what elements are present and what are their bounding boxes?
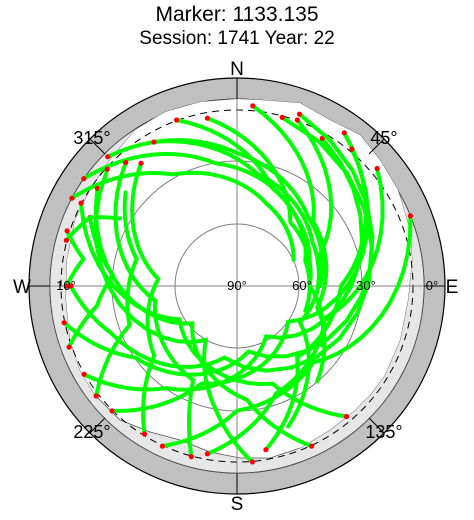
low-elevation-point-17-1 [249,459,255,465]
low-elevation-point-19-0 [138,160,144,166]
satellite-track-23 [64,215,122,243]
low-elevation-point-21-1 [66,344,72,350]
low-elevation-point-23-1 [63,237,69,243]
low-elevation-point-10-1 [159,443,165,449]
low-elevation-point-1-0 [81,176,87,182]
low-elevation-point-3-0 [151,139,157,145]
low-elevation-point-10-0 [407,213,413,219]
low-elevation-point-0-0 [69,195,75,201]
low-elevation-point-18-1 [188,454,194,460]
low-elevation-point-22-1 [64,283,70,289]
low-elevation-point-20-1 [93,393,99,399]
low-elevation-point-8-0 [341,130,347,136]
azimuth-label-45: 45° [370,128,397,148]
elevation-label-10: 10° [56,278,76,293]
low-elevation-point-8-1 [263,447,269,453]
satellite-tracks [61,103,413,465]
satellite-track-1 [81,151,312,276]
low-elevation-point-16-1 [309,443,315,449]
low-elevation-point-4-0 [174,117,180,123]
low-elevation-point-19-1 [141,431,148,437]
tick-225 [89,417,106,434]
low-elevation-point-6-0 [250,103,256,109]
elevation-label-60: 60° [292,278,312,293]
satellite-track-13 [62,112,375,377]
label-south: S [231,494,244,515]
tick-45 [368,138,385,155]
low-elevation-point-16-0 [94,185,100,191]
low-elevation-point-12-1 [81,371,87,377]
satellite-track-17 [93,167,255,464]
elevation-label-90: 90° [227,278,247,293]
azimuth-ticks [29,78,445,494]
low-elevation-point-17-0 [104,166,110,172]
azimuth-label-135: 135° [365,422,402,442]
azimuth-label-225: 225° [73,422,110,442]
label-east: E [446,277,459,298]
low-elevation-point-11-1 [109,408,115,414]
low-elevation-point-22-0 [64,228,70,234]
label-west: W [13,277,31,298]
low-elevation-point-18-0 [123,159,129,166]
satellite-track-22 [64,228,86,288]
azimuth-label-315: 315° [73,128,110,148]
chart-subtitle: Session: 1741 Year: 22 [139,28,335,49]
tick-135 [368,417,385,434]
low-elevation-point-2-0 [105,154,111,160]
label-north: N [230,59,244,80]
satellite-track-19 [130,161,161,436]
elevation-label-0: 0° [426,278,438,293]
low-elevation-point-5-0 [204,115,210,121]
tick-315 [89,138,106,155]
satellite-track-21 [67,215,116,350]
elevation-label-30: 30° [356,278,376,293]
low-elevation-point-15-1 [343,413,350,420]
satellite-track-15 [79,201,349,419]
low-elevation-point-13-0 [296,111,303,117]
low-elevation-point-15-0 [78,200,84,206]
chart-title: Marker: 1133.135 [155,3,319,26]
low-elevation-point-11-0 [349,146,355,152]
low-elevation-point-13-1 [61,320,67,326]
satellite-track-18 [113,160,196,459]
low-elevation-point-9-1 [204,451,210,457]
satellite-track-20 [94,190,139,398]
low-elevation-point-7-0 [294,117,300,123]
satellite-track-0 [69,170,296,262]
low-elevation-point-14-0 [279,114,285,120]
low-elevation-point-9-0 [374,165,380,172]
satellite-track-10 [160,213,413,449]
